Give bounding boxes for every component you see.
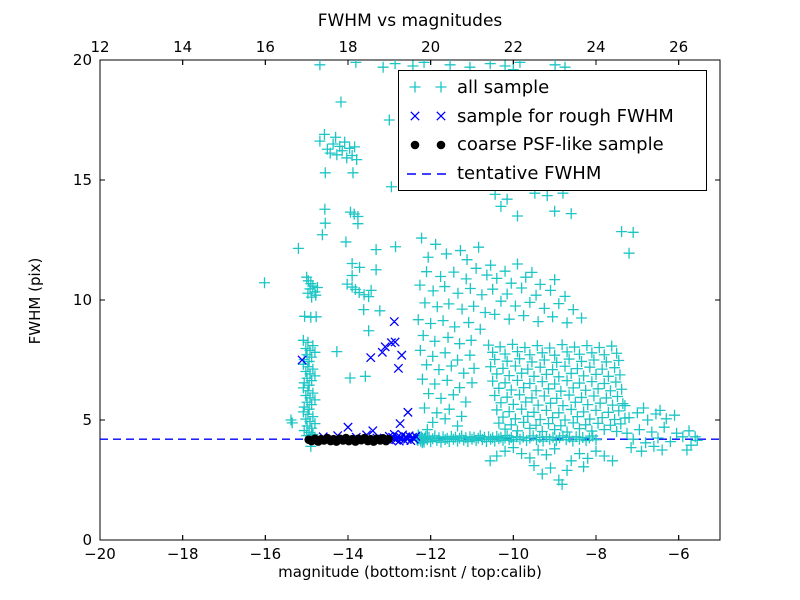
x-bottom-tick-label: −20 — [84, 545, 116, 563]
y-tick-label: 0 — [82, 531, 92, 549]
x-top-tick-label: 22 — [504, 38, 523, 56]
legend-item: sample for rough FWHM — [399, 103, 706, 129]
x-bottom-tick-label: −6 — [668, 545, 690, 563]
y-axis-label: FWHM (pix) — [26, 257, 44, 345]
series-x-points — [297, 316, 421, 446]
chart-title: FWHM vs magnitudes — [317, 11, 503, 31]
legend-item: coarse PSF-like sample — [399, 132, 706, 158]
x-bottom-tick-label: −8 — [585, 545, 607, 563]
x-top-tick-label: 12 — [90, 38, 109, 56]
x-bottom-tick-label: −16 — [250, 545, 282, 563]
legend-item: tentative FWHM — [399, 161, 706, 187]
x-bottom-tick-label: −12 — [415, 545, 447, 563]
legend-label: sample for rough FWHM — [457, 105, 674, 127]
y-tick-label: 20 — [73, 51, 92, 69]
x-top-tick-label: 16 — [256, 38, 275, 56]
tick-labels: −20 −18 −16 −14 −12 −10 −8 −6 12 14 16 18 20 22 24 26 0 5… — [73, 38, 690, 563]
legend-marker-circle-icon — [410, 140, 446, 150]
x-top-tick-label: 18 — [338, 38, 357, 56]
legend-label: all sample — [457, 76, 550, 98]
series-circle-points — [304, 433, 393, 446]
legend-label: tentative FWHM — [457, 163, 602, 185]
legend-marker-x-icon — [410, 111, 446, 121]
x-bottom-tick-label: −10 — [498, 545, 530, 563]
x-axis-label: magnitude (bottom:isnt / top:calib) — [278, 563, 542, 581]
legend-label: coarse PSF-like sample — [457, 134, 664, 156]
x-bottom-tick-label: −18 — [167, 545, 199, 563]
y-tick-label: 5 — [82, 411, 92, 429]
axis-ticks — [99, 59, 720, 541]
x-top-tick-label: 14 — [173, 38, 192, 56]
x-top-tick-label: 20 — [421, 38, 440, 56]
x-top-tick-label: 26 — [669, 38, 688, 56]
y-tick-label: 10 — [73, 291, 92, 309]
legend-marker-dashed-line-icon — [407, 172, 449, 175]
legend: all sample sample for rough FWHM coarse PS… — [398, 70, 707, 191]
series-plus-points — [259, 60, 703, 490]
legend-item: all sample — [399, 74, 706, 100]
y-tick-label: 15 — [73, 171, 92, 189]
x-top-tick-label: 24 — [586, 38, 605, 56]
x-bottom-tick-label: −14 — [332, 545, 364, 563]
legend-marker-plus-icon — [409, 81, 447, 93]
